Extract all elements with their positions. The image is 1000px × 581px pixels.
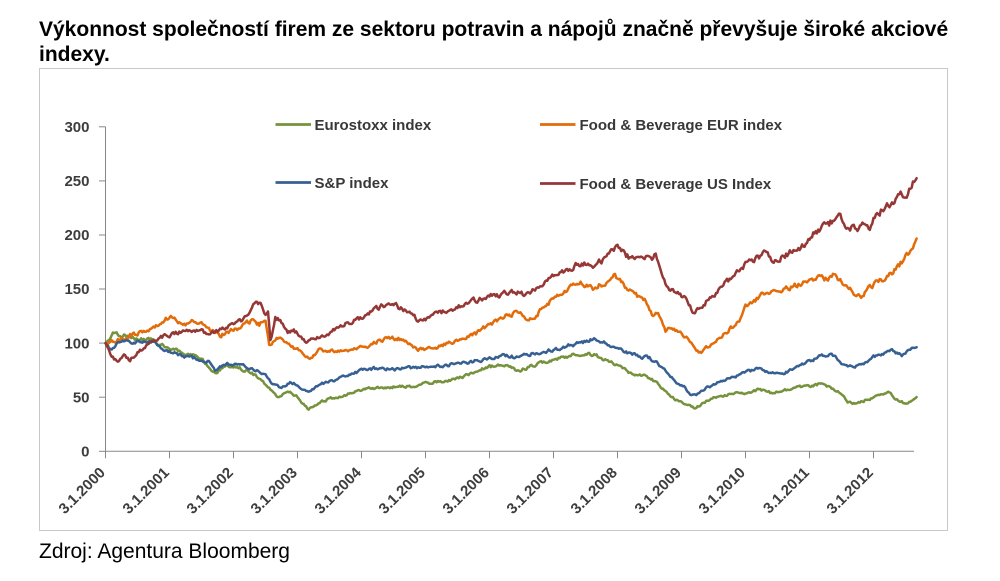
svg-text:Food & Beverage EUR index: Food & Beverage EUR index	[580, 117, 783, 134]
svg-text:200: 200	[64, 227, 89, 244]
svg-text:300: 300	[64, 119, 89, 136]
svg-text:100: 100	[64, 335, 89, 352]
svg-text:S&P index: S&P index	[315, 175, 390, 192]
svg-text:Food & Beverage US Index: Food & Beverage US Index	[580, 176, 772, 193]
svg-text:50: 50	[73, 389, 90, 406]
svg-text:150: 150	[64, 281, 89, 298]
svg-text:250: 250	[64, 173, 89, 190]
svg-text:Eurostoxx index: Eurostoxx index	[315, 117, 432, 134]
svg-text:0: 0	[81, 444, 89, 461]
